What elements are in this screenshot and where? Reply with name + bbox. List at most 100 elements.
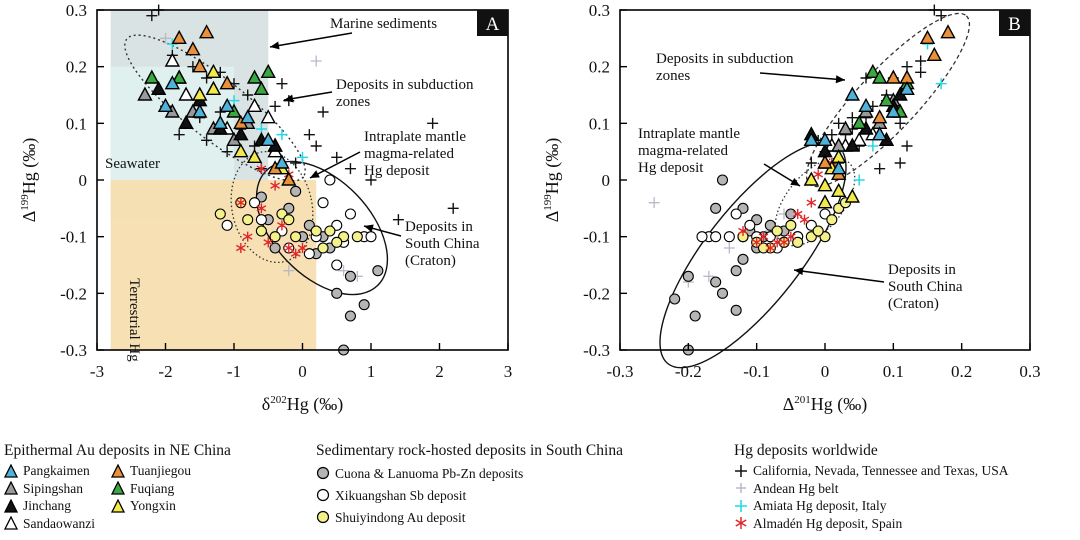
legend-title-epithermal: Epithermal Au deposits in NE China xyxy=(4,442,231,459)
y-tick-label: 0 xyxy=(79,171,88,190)
point-tuanjiegou xyxy=(171,29,187,45)
point-jinchang xyxy=(178,114,194,130)
point-xikuangshan-sb-deposit xyxy=(324,174,336,186)
point-california-nevada-tennessee-and-texas-usa xyxy=(344,163,356,175)
x-tick-label: -0.1 xyxy=(743,362,770,381)
point-cuona-lanuoma-pb-zn-deposits xyxy=(785,208,797,220)
field-south-china xyxy=(255,160,389,296)
legend-label-amiata: Amiata Hg deposit, Italy xyxy=(753,498,887,514)
point-cuona-lanuoma-pb-zn-deposits xyxy=(358,299,370,311)
point-sipingshan xyxy=(837,120,854,135)
x-tick-label: -3 xyxy=(90,362,104,381)
point-yongxin xyxy=(817,194,833,209)
y-tick-label: 0 xyxy=(602,171,611,190)
point-almad-n-hg-deposit-spain xyxy=(270,180,280,191)
panel-a: -3 -2 -1 0 1 2 3 0.3 0.2 0.1 0 -0.1 -0.2 -0.3 δ202Hg (… xyxy=(19,1,512,415)
point-tuanjiegou xyxy=(192,58,208,73)
point-pangkaimen xyxy=(803,131,820,147)
point-shuiyindong-au-deposit xyxy=(812,225,824,237)
point-california-nevada-tennessee-and-texas-usa xyxy=(915,55,927,67)
point-almad-n-hg-deposit-spain xyxy=(806,197,817,208)
x-tick-label: -0.3 xyxy=(607,362,634,381)
arrow-intraplate-head xyxy=(310,170,320,178)
arrow-south-china-head xyxy=(794,267,804,276)
annotation-intraplate-2: magma-related xyxy=(638,143,728,159)
point-california-nevada-tennessee-and-texas-usa xyxy=(846,112,858,124)
point-andean-hg-belt xyxy=(310,55,322,67)
point-almad-n-hg-deposit-spain xyxy=(256,163,267,174)
x-axis-label: Δ201Hg (‰) xyxy=(783,394,868,415)
legend-label-pangkaimen: Pangkaimen xyxy=(23,463,90,479)
point-shuiyindong-au-deposit xyxy=(331,236,343,248)
point-cuona-lanuoma-pb-zn-deposits xyxy=(344,270,357,282)
point-almad-n-hg-deposit-spain xyxy=(772,237,783,248)
point-pangkaimen xyxy=(260,131,276,147)
point-cuona-lanuoma-pb-zn-deposits xyxy=(669,293,681,305)
series-shuiyindong-au-deposit xyxy=(737,197,852,254)
annotation-marine: Marine sediments xyxy=(330,16,437,32)
point-almad-n-hg-deposit-spain xyxy=(297,243,308,253)
point-tuanjiegou xyxy=(198,24,215,39)
arrow-south-china-head xyxy=(364,224,374,233)
point-california-nevada-tennessee-and-texas-usa xyxy=(201,134,213,146)
legend-item-fuqiang: Fuqiang xyxy=(111,480,191,498)
y-tick-label: 0.3 xyxy=(589,1,610,20)
series-pangkaimen xyxy=(157,75,290,169)
point-amiata-hg-deposit-italy xyxy=(297,151,308,163)
point-california-nevada-tennessee-and-texas-usa xyxy=(365,174,377,186)
legend-label-andean: Andean Hg belt xyxy=(753,480,839,496)
point-fuqiang xyxy=(260,63,276,79)
point-andean-hg-belt xyxy=(160,32,171,44)
point-xikuangshan-sb-deposit xyxy=(723,231,735,243)
region-terrestrial-hg xyxy=(110,180,317,350)
point-california-nevada-tennessee-and-texas-usa xyxy=(269,100,281,112)
x-tick-label: -1 xyxy=(227,362,241,381)
legend-label-yongxin: Yongxin xyxy=(130,498,176,514)
point-pangkaimen xyxy=(858,97,874,113)
field-intraplate xyxy=(230,150,314,264)
legend-worldwide: Hg deposits worldwide California, Nevada… xyxy=(734,442,1080,532)
point-california-nevada-tennessee-and-texas-usa xyxy=(392,214,404,226)
point-tuanjiegou xyxy=(219,75,235,90)
legend-label-jinchang: Jinchang xyxy=(23,498,71,514)
point-california-nevada-tennessee-and-texas-usa xyxy=(310,140,322,152)
legend-label-sipingshan: Sipingshan xyxy=(23,480,84,496)
point-california-nevada-tennessee-and-texas-usa xyxy=(894,157,906,169)
point-sipingshan xyxy=(137,86,153,101)
point-california-nevada-tennessee-and-texas-usa xyxy=(427,117,439,129)
point-pangkaimen xyxy=(164,75,181,90)
series-andean-hg-belt xyxy=(648,197,790,288)
point-xikuangshan-sb-deposit xyxy=(255,214,267,226)
panel-label: B xyxy=(1008,14,1021,35)
point-california-nevada-tennessee-and-texas-usa xyxy=(146,10,158,22)
point-california-nevada-tennessee-and-texas-usa xyxy=(242,89,254,101)
x-tick-label: 1 xyxy=(367,362,376,381)
point-cuona-lanuoma-pb-zn-deposits xyxy=(331,287,343,299)
x-tick-label: 0.2 xyxy=(951,362,972,381)
point-tuanjiegou xyxy=(281,171,297,186)
point-california-nevada-tennessee-and-texas-usa xyxy=(331,151,343,163)
legend-label-cuona: Cuona & Lanuoma Pb-Zn deposits xyxy=(335,465,524,481)
point-yongxin xyxy=(192,86,208,101)
annotation-intraplate: Intraplate mantle xyxy=(638,126,740,142)
point-yongxin xyxy=(233,143,249,158)
point-shuiyindong-au-deposit xyxy=(242,214,254,226)
point-cuona-lanuoma-pb-zn-deposits xyxy=(290,185,302,197)
legend-item-andean: Andean Hg belt xyxy=(734,480,1080,498)
point-jinchang xyxy=(233,126,249,141)
point-shuiyindong-au-deposit xyxy=(255,225,267,237)
panel-label: A xyxy=(486,14,500,35)
point-xikuangshan-sb-deposit xyxy=(730,208,742,220)
legend-item-xikuangshan: Xikuangshan Sb deposit xyxy=(316,484,736,506)
point-cuona-lanuoma-pb-zn-deposits xyxy=(689,310,701,322)
legend-item-cuona: Cuona & Lanuoma Pb-Zn deposits xyxy=(316,462,736,484)
point-yongxin xyxy=(246,148,263,164)
legend-item-usa: California, Nevada, Tennessee and Texas,… xyxy=(734,462,1080,480)
point-yongxin xyxy=(844,188,861,203)
x-tick-label: 0 xyxy=(821,362,830,381)
point-shuiyindong-au-deposit xyxy=(269,231,281,243)
legend-item-shuiyindong: Shuiyindong Au deposit xyxy=(316,506,736,528)
y-tick-label: 0.2 xyxy=(66,58,87,77)
point-yongxin xyxy=(205,63,222,79)
point-sandaowanzi xyxy=(164,52,181,67)
